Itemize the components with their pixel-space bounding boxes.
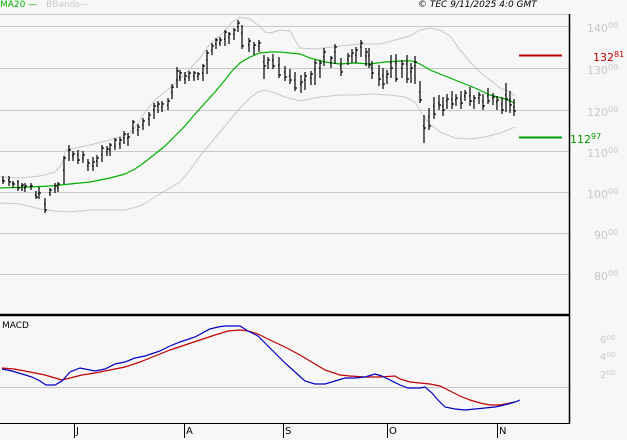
macd-label-int: 2 [600, 370, 607, 381]
macd-line [1, 325, 521, 411]
macd-label-200: 200 [600, 369, 615, 381]
y-label-140: 14000 [587, 21, 618, 35]
legend-bbands-label: BBands [46, 0, 81, 10]
resistance-dec: 81 [614, 50, 625, 59]
resistance-label: 13281 [593, 50, 624, 64]
macd-label-dec: 00 [606, 351, 616, 359]
y-label-int: 80 [594, 270, 608, 283]
y-label-int: 100 [587, 188, 608, 201]
macd-label-400: 400 [600, 351, 615, 363]
month-label-a: A [186, 426, 193, 437]
y-label-120: 12000 [587, 105, 618, 119]
macd-label-int: 6 [600, 335, 607, 346]
legend-ma20: MA20 — [0, 0, 38, 10]
resistance-int: 132 [593, 51, 614, 64]
price-gridlines [0, 26, 569, 388]
legend-bbands: BBands— [46, 0, 90, 10]
macd-signal-line [1, 329, 516, 406]
legend-ma20-label: MA20 [0, 0, 26, 10]
bollinger-bands [0, 16, 516, 213]
y-label-dec: 00 [608, 187, 619, 196]
macd-title: MACD [2, 321, 29, 331]
y-label-90: 9000 [594, 228, 618, 242]
y-label-dec: 00 [608, 269, 619, 278]
month-label-o: O [389, 426, 397, 437]
chart-legend: MA20 — BBands— [0, 0, 89, 11]
y-label-int: 90 [594, 229, 608, 242]
y-label-dec: 00 [608, 21, 619, 30]
macd-label-600: 600 [600, 334, 615, 346]
macd-label-int: 4 [600, 352, 607, 363]
y-label-130: 13000 [587, 63, 618, 77]
y-label-dec: 00 [608, 146, 619, 155]
y-label-dec: 00 [608, 105, 619, 114]
y-label-dec: 00 [608, 63, 619, 72]
x-axis-ticks [74, 424, 498, 438]
y-label-100: 10000 [587, 187, 618, 201]
macd-label-dec: 00 [606, 334, 616, 342]
support-dec: 97 [591, 132, 602, 141]
y-label-80: 8000 [594, 269, 618, 283]
copyright-timestamp: © TEC 9/11/2025 4:0 GMT [418, 0, 537, 10]
month-label-s: S [285, 426, 292, 437]
y-label-110: 11000 [587, 146, 618, 160]
chart-frame [0, 14, 571, 424]
y-label-int: 120 [587, 106, 608, 119]
support-int: 112 [570, 133, 591, 146]
ma20-line [0, 51, 516, 189]
month-label-n: N [499, 426, 507, 437]
y-label-int: 110 [587, 147, 608, 160]
y-label-int: 140 [587, 22, 608, 35]
price-bars [2, 20, 516, 213]
support-label: 11297 [570, 132, 601, 146]
y-label-dec: 00 [608, 228, 619, 237]
month-label-j: J [76, 426, 79, 437]
macd-label-dec: 00 [606, 369, 616, 377]
y-label-int: 130 [587, 64, 608, 77]
